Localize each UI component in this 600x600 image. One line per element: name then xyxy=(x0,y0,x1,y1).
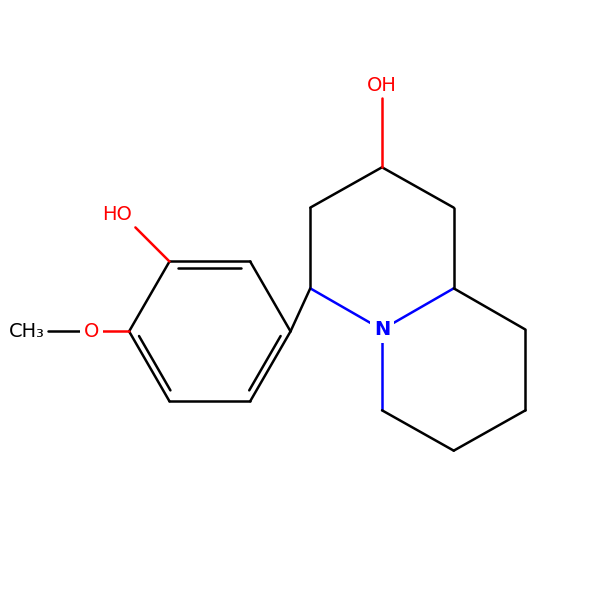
Text: N: N xyxy=(374,320,390,339)
Text: HO: HO xyxy=(102,205,132,224)
Text: CH₃: CH₃ xyxy=(9,322,45,341)
Text: O: O xyxy=(84,322,99,341)
Text: OH: OH xyxy=(367,76,397,95)
